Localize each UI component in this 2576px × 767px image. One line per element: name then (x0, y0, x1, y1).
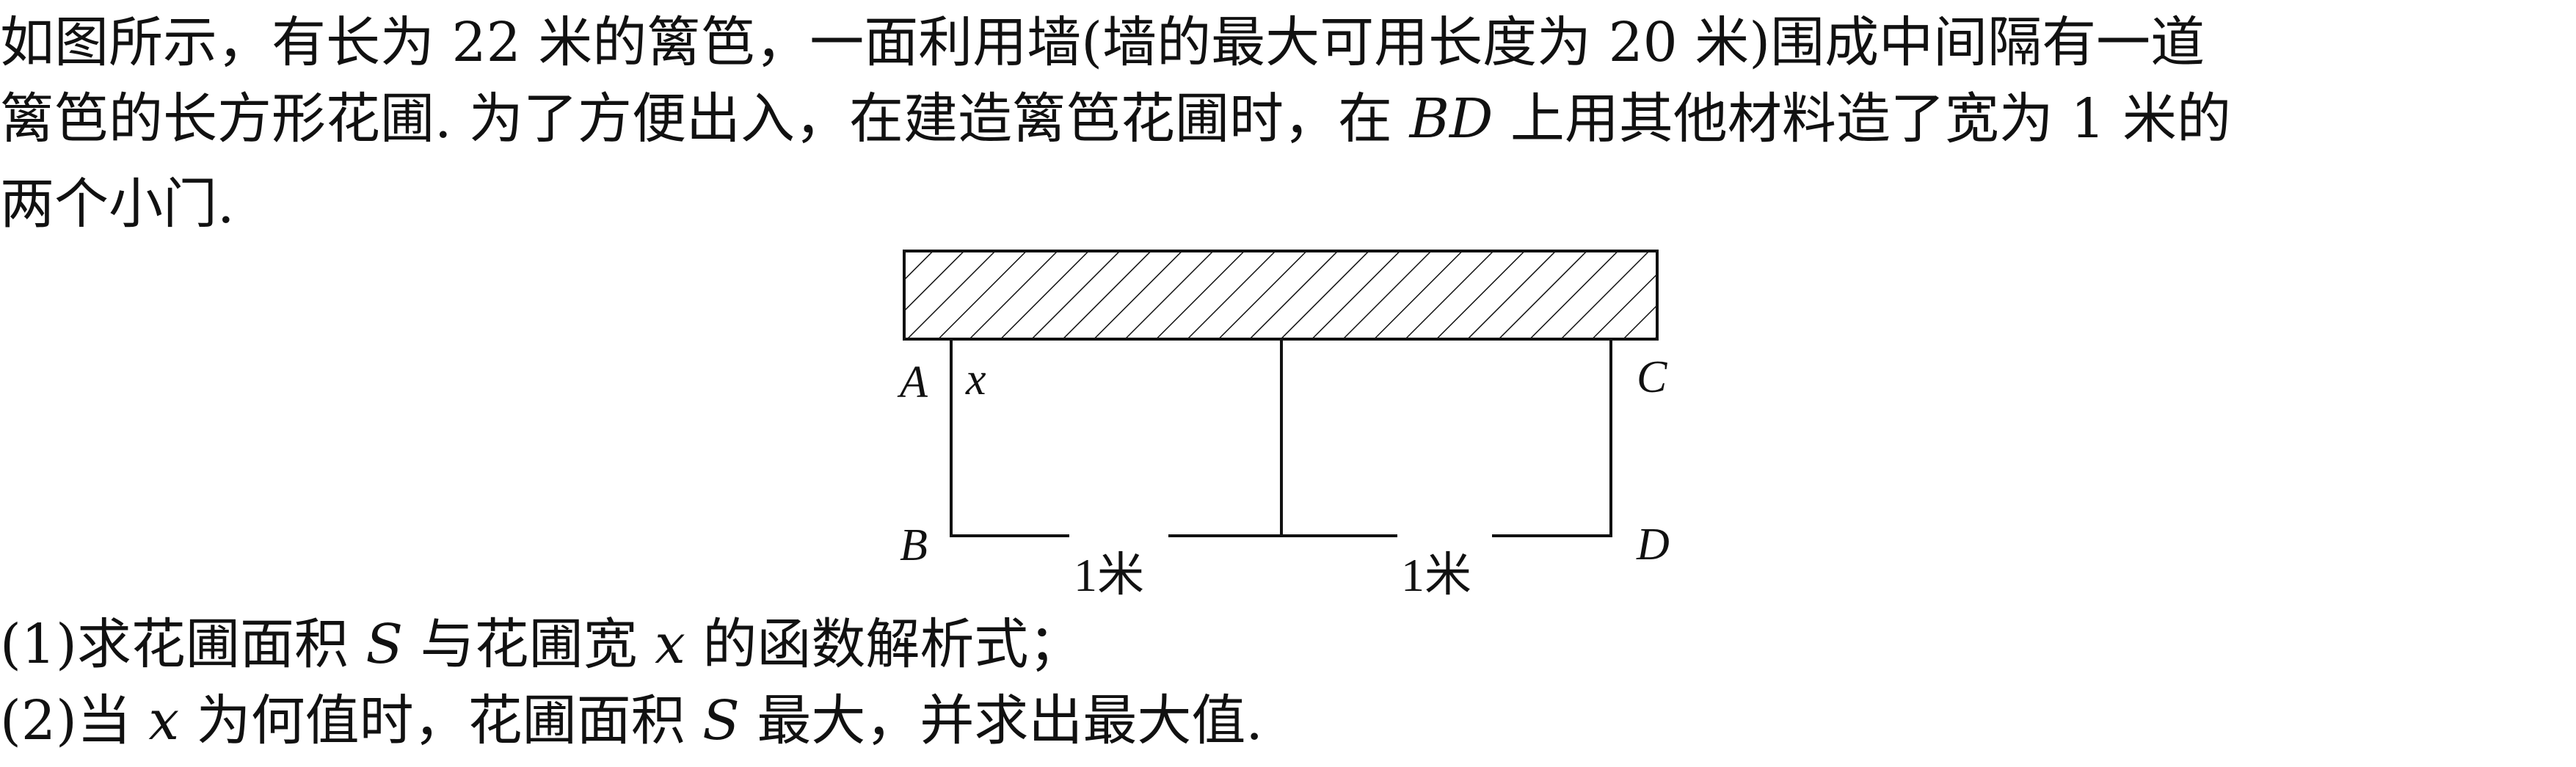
point-a-label: A (897, 357, 928, 407)
width-variable-x: x (655, 613, 685, 676)
problem-line-2-part-a: 篱笆的长方形花圃. 为了方便出入，在建造篱笆花圃时，在 (0, 87, 1410, 150)
question-1-part-c: 的函数解析式； (685, 613, 1083, 676)
point-d-label: D (1636, 520, 1670, 570)
question-1-part-b: 与花圃宽 (403, 613, 655, 676)
wall (903, 250, 1659, 341)
gate-right-label: 1米 (1401, 549, 1471, 601)
question-1-part-a: (1)求花圃面积 (0, 613, 366, 676)
width-variable-x: x (148, 689, 180, 752)
question-2: (2)当 x 为何值时，花圃面积 S 最大，并求出最大值. (0, 684, 1263, 757)
area-variable-s: S (702, 689, 740, 752)
gate-left-label: 1米 (1074, 549, 1144, 601)
width-x-label: x (965, 355, 986, 404)
fence-diagram: A x C B D 1米 1米 (897, 250, 1670, 601)
problem-line-2-part-b: 上用其他材料造了宽为 1 米的 (1493, 87, 2231, 150)
segment-bd-label: BD (1409, 87, 1493, 150)
question-2-part-c: 最大，并求出最大值. (739, 689, 1263, 752)
problem-line-1: 如图所示，有长为 22 米的篱笆，一面利用墙(墙的最大可用长度为 20 米)围成… (0, 11, 2205, 74)
question-1: (1)求花圃面积 S 与花圃宽 x 的函数解析式； (0, 608, 1083, 681)
question-2-part-b: 为何值时，花圃面积 (179, 689, 703, 752)
question-2-part-a: (2)当 (0, 689, 149, 752)
point-c-label: C (1637, 352, 1667, 402)
area-variable-s: S (365, 613, 404, 676)
problem-line-3: 两个小门. (0, 172, 235, 236)
point-b-label: B (900, 520, 928, 570)
problem-line-2: 篱笆的长方形花圃. 为了方便出入，在建造篱笆花圃时，在 BD 上用其他材料造了宽… (0, 82, 2231, 156)
